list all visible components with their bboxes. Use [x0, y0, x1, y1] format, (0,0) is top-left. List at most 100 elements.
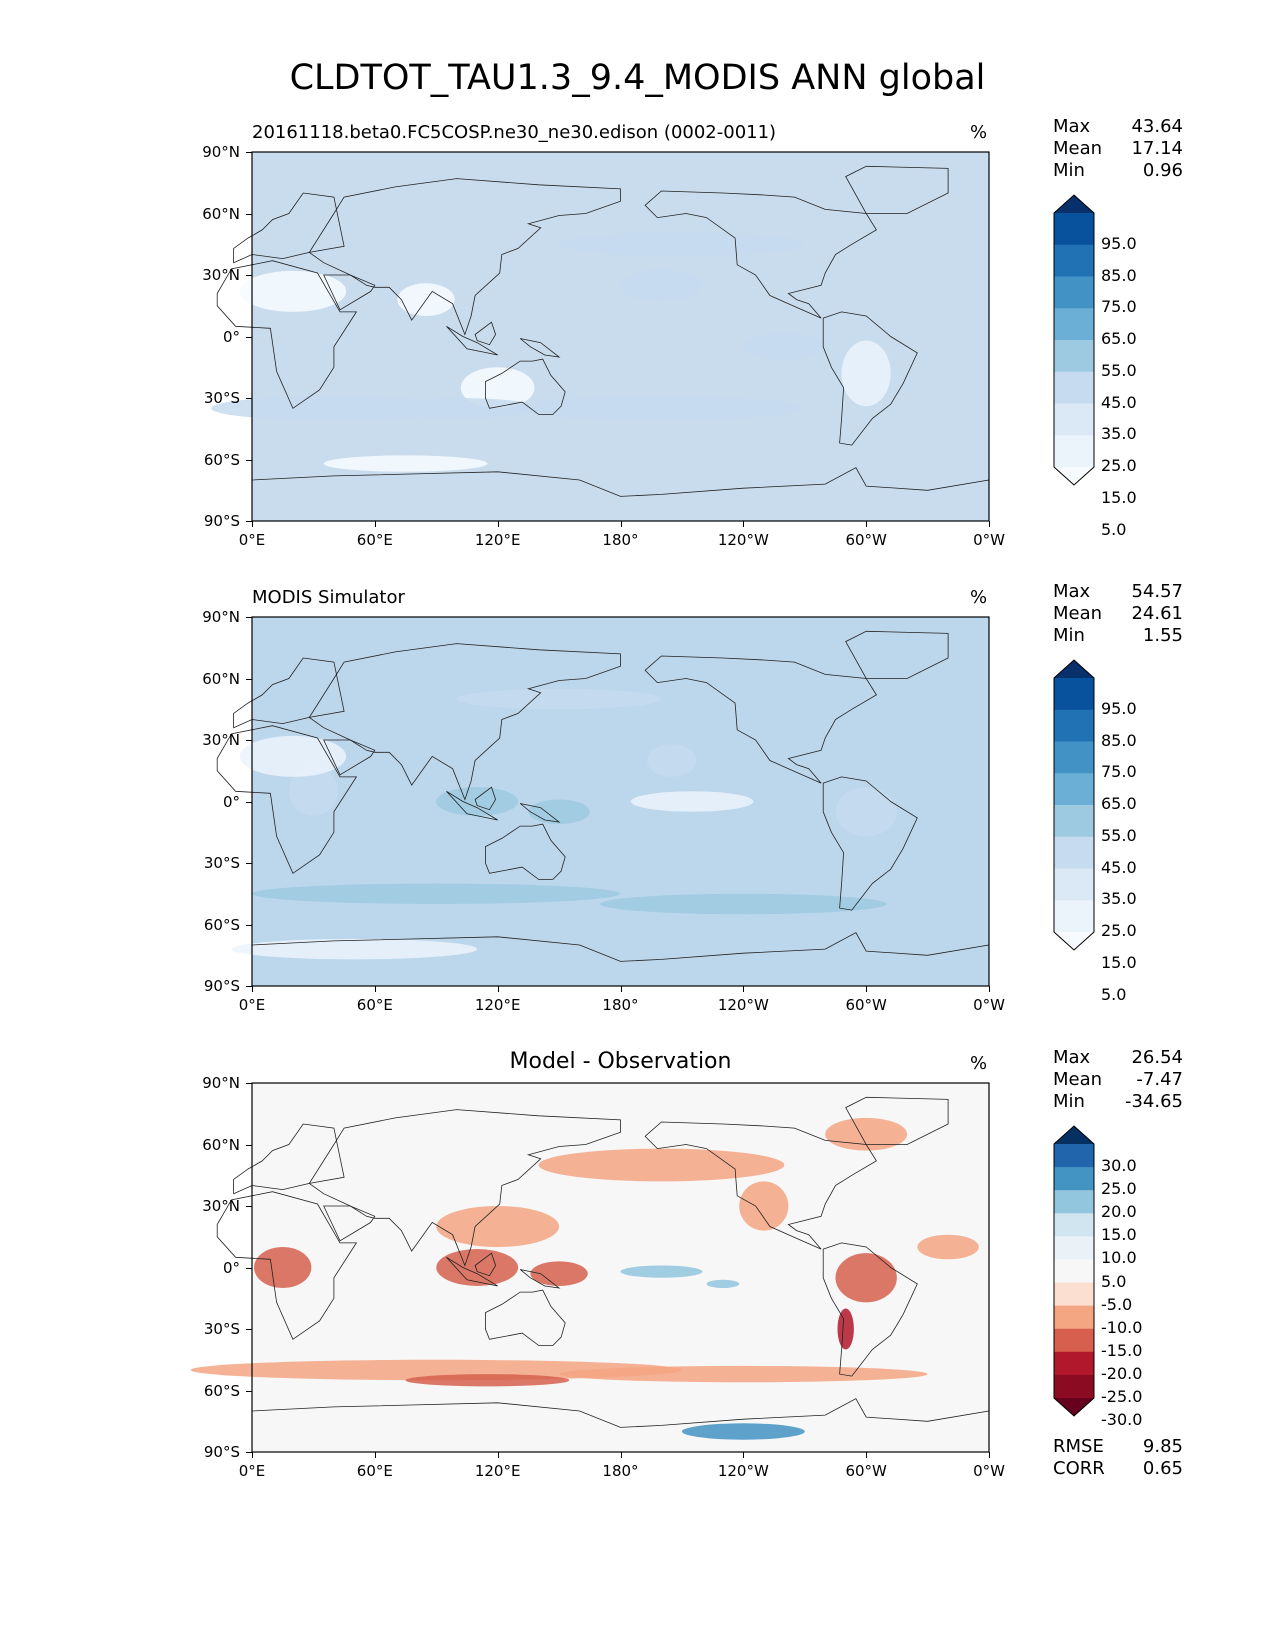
coastline-greenland	[845, 1096, 949, 1145]
colorbar	[1053, 194, 1095, 486]
lat-tick-mark	[246, 1452, 252, 1453]
field-contour	[239, 735, 347, 777]
lat-tick-label: 60°S	[203, 915, 240, 934]
colorbar-extend-bottom	[1054, 932, 1094, 950]
field-contour	[825, 1117, 908, 1151]
stat-min: Min 0.96	[1053, 160, 1183, 181]
colorbar-label: 45.0	[1101, 857, 1137, 877]
stat-label: RMSE	[1053, 1436, 1104, 1457]
stat-value: -34.65	[1124, 1091, 1183, 1112]
field-contour	[460, 367, 535, 409]
lon-tick-label: 180°	[602, 996, 639, 1014]
stat-value: 43.64	[1131, 116, 1183, 137]
field-contour	[436, 1249, 519, 1286]
lat-tick-mark	[246, 801, 252, 803]
colorbar-segment	[1054, 773, 1094, 806]
coastline-africa	[216, 1191, 358, 1340]
colorbar-label: -10.0	[1101, 1317, 1143, 1337]
lon-tick-label: 0°W	[973, 1462, 1005, 1480]
colorbar-segment	[1054, 868, 1094, 901]
field-contour	[288, 766, 338, 816]
stat-label: Mean	[1053, 1069, 1103, 1090]
lon-tick-mark	[252, 1452, 253, 1458]
field-contour	[600, 893, 887, 915]
lat-tick-label: 30°S	[203, 389, 240, 407]
colorbar-label: -25.0	[1101, 1387, 1143, 1406]
colorbar-segment	[1054, 244, 1094, 277]
colorbar-segment	[1054, 678, 1094, 711]
colorbar-segment	[1054, 340, 1094, 373]
coastline-borneo	[474, 321, 497, 346]
colorbar-segment	[1054, 276, 1094, 309]
lon-tick-label: 60°E	[356, 1462, 393, 1480]
lon-tick-mark	[743, 521, 745, 527]
stat-value: 0.65	[1142, 1458, 1183, 1479]
lon-tick-label: 120°W	[717, 531, 769, 549]
colorbar-segment	[1054, 371, 1094, 404]
colorbar-label: 95.0	[1101, 233, 1137, 253]
colorbar-label: 5.0	[1101, 1271, 1127, 1291]
lon-tick-label: 60°W	[845, 996, 887, 1014]
coastline-borneo	[474, 1252, 497, 1277]
coastline-asia	[308, 643, 621, 801]
colorbar-segment	[1054, 1213, 1094, 1237]
colorbar-segment	[1054, 836, 1094, 869]
field-contour	[254, 1247, 312, 1288]
coastline-north-america	[644, 1121, 877, 1250]
colorbar-segment	[1054, 1374, 1094, 1399]
lat-tick-mark	[246, 459, 252, 461]
panel-unit: %	[970, 1053, 988, 1074]
lon-tick-label: 180°	[602, 1462, 639, 1480]
lon-tick-label: 120°W	[717, 1462, 769, 1480]
coastline-india-arabia	[323, 1205, 376, 1242]
coastline-africa	[216, 725, 358, 874]
lat-tick-mark	[246, 678, 252, 680]
lon-tick-label: 0°E	[238, 531, 266, 549]
field-contour	[630, 791, 754, 812]
colorbar-segment	[1054, 1144, 1094, 1168]
lat-tick-mark	[246, 740, 252, 741]
coastline-newguinea	[519, 338, 561, 358]
colorbar-outline	[1053, 659, 1095, 951]
coastline-europe	[233, 192, 345, 264]
lat-tick-mark	[246, 275, 252, 276]
field-contour	[190, 1359, 682, 1381]
colorbar-label: -20.0	[1101, 1363, 1143, 1383]
coastline-africa	[216, 260, 358, 409]
colorbar-segment	[1054, 900, 1094, 933]
stat-label: CORR	[1053, 1458, 1105, 1479]
colorbar-segment	[1054, 1236, 1094, 1260]
lon-tick-label: 180°	[602, 531, 639, 549]
field-contour	[835, 1253, 897, 1303]
colorbar-label: 75.0	[1101, 297, 1137, 317]
panel-title: MODIS Simulator	[252, 587, 405, 608]
lat-tick-label: 0°	[222, 792, 240, 811]
colorbar-extend-bottom	[1054, 467, 1094, 485]
coastline-greenland	[845, 165, 949, 214]
lat-tick-label: 90°N	[202, 143, 240, 161]
field-contour	[559, 231, 805, 257]
stat-mean: Mean 24.61	[1053, 603, 1183, 624]
stat-max: Max 43.64	[1053, 116, 1183, 137]
lon-tick-label: 120°E	[474, 1462, 521, 1480]
lat-tick-mark	[246, 617, 252, 618]
field-contour	[239, 270, 347, 312]
panel-unit: %	[970, 587, 988, 608]
stat-label: Max	[1053, 581, 1091, 602]
colorbar-label: 55.0	[1101, 360, 1137, 380]
coastline-north-america	[644, 655, 877, 784]
panel-unit: %	[970, 122, 988, 143]
coastline-indonesia	[446, 325, 498, 356]
colorbar-segment	[1054, 1167, 1094, 1191]
lon-tick-mark	[374, 986, 376, 992]
coastline-south-america	[822, 311, 918, 446]
lat-tick-label: 90°S	[203, 1443, 240, 1461]
lat-tick-mark	[246, 213, 252, 215]
colorbar-label: 45.0	[1101, 392, 1137, 412]
lon-tick-mark	[866, 986, 868, 992]
colorbar-label: 15.0	[1101, 1225, 1137, 1245]
coastline-newguinea	[519, 1269, 561, 1289]
lat-tick-label: 60°N	[202, 204, 240, 223]
colorbar-label: 30.0	[1101, 1156, 1137, 1176]
colorbar-label: 10.0	[1101, 1248, 1137, 1268]
